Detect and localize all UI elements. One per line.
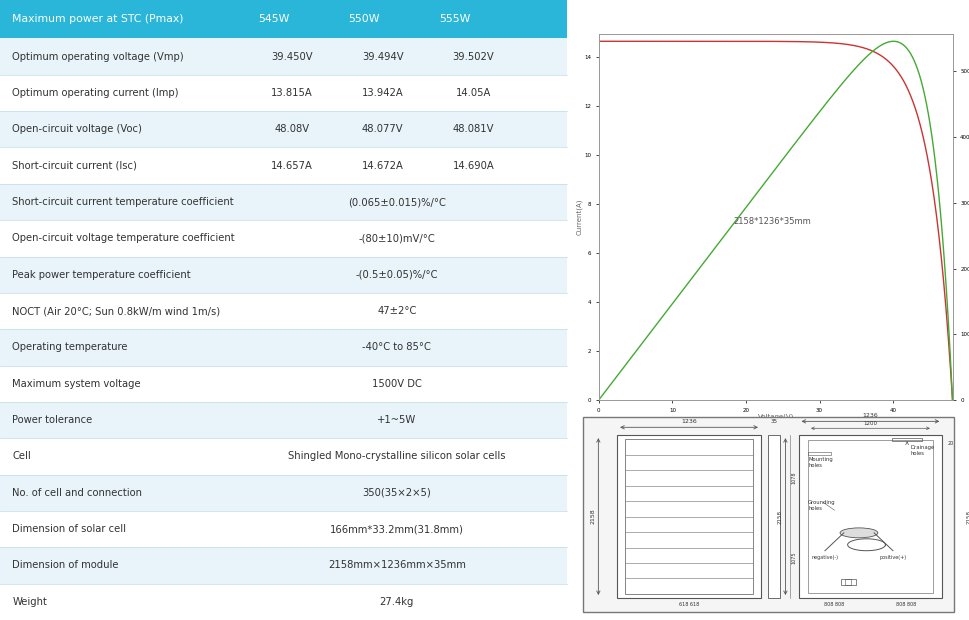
Text: Mounting
holes: Mounting holes [808,457,832,468]
Bar [0,257,567,293]
Text: (0.065±0.015)%/°C: (0.065±0.015)%/°C [348,197,446,207]
Text: 2158*1236*35mm: 2158*1236*35mm [734,218,811,226]
Bar [0,111,567,148]
Text: -(0.5±0.05)%/°C: -(0.5±0.05)%/°C [356,270,438,280]
Bar [0,148,567,184]
Text: Open-circuit voltage temperature coefficient: Open-circuit voltage temperature coeffic… [13,233,235,244]
Bar [0,547,567,583]
Text: 618 618: 618 618 [679,602,700,607]
Text: 39.450V: 39.450V [271,51,313,61]
Text: Drainage
holes: Drainage holes [911,445,935,456]
Text: Grounding
holes: Grounding holes [808,500,835,511]
Bar [617,435,761,598]
Text: 1236: 1236 [681,419,697,424]
Text: -40°C to 85°C: -40°C to 85°C [362,342,431,352]
Text: 47±2°C: 47±2°C [377,306,417,316]
Text: 14.05A: 14.05A [455,88,491,98]
Text: Cell: Cell [13,451,31,461]
Text: 48.077V: 48.077V [361,124,403,135]
Text: Peak power temperature coefficient: Peak power temperature coefficient [13,270,191,280]
Text: Maximum power at STC (Pmax): Maximum power at STC (Pmax) [13,14,184,24]
Text: 27.4kg: 27.4kg [380,597,414,607]
Bar [845,579,851,585]
Text: 1500V DC: 1500V DC [372,379,422,389]
Text: 14.672A: 14.672A [361,161,403,171]
Text: 48.08V: 48.08V [274,124,309,135]
Text: 545W: 545W [258,14,290,24]
Bar [808,452,830,455]
Text: Optimum operating current (Imp): Optimum operating current (Imp) [13,88,179,98]
Text: Open-circuit voltage (Voc): Open-circuit voltage (Voc) [13,124,142,135]
Bar [0,438,567,475]
Text: +1~5W: +1~5W [377,415,417,425]
Bar [0,402,567,438]
Ellipse shape [840,528,878,538]
Bar [892,438,922,441]
Bar [841,579,857,585]
Text: 2158mm×1236mm×35mm: 2158mm×1236mm×35mm [328,560,466,570]
Bar [0,475,567,511]
Bar [0,511,567,547]
Text: Short-circuit current (Isc): Short-circuit current (Isc) [13,161,138,171]
Text: Shingled Mono-crystalline silicon solar cells: Shingled Mono-crystalline silicon solar … [288,451,506,461]
Text: 1200: 1200 [863,422,878,427]
Text: 13.815A: 13.815A [271,88,313,98]
Text: 2158: 2158 [590,509,595,525]
Text: 35: 35 [770,419,777,424]
X-axis label: Voltage(V): Voltage(V) [758,414,794,420]
Text: 13.942A: 13.942A [361,88,403,98]
Text: Power tolerance: Power tolerance [13,415,93,425]
Bar [0,293,567,329]
Bar [0,366,567,402]
Text: Short-circuit current temperature coefficient: Short-circuit current temperature coeffi… [13,197,234,207]
Text: 808 808: 808 808 [896,602,917,607]
Bar [798,435,942,598]
Text: 1236: 1236 [862,414,878,418]
Text: 39.502V: 39.502V [453,51,494,61]
Bar [0,220,567,257]
Bar [0,0,567,38]
Text: 14.657A: 14.657A [271,161,313,171]
Y-axis label: Current(A): Current(A) [577,199,582,235]
Text: Optimum operating voltage (Vmp): Optimum operating voltage (Vmp) [13,51,184,61]
Text: negative(-): negative(-) [811,555,838,560]
Text: 166mm*33.2mm(31.8mm): 166mm*33.2mm(31.8mm) [329,524,464,534]
Text: 350(35×2×5): 350(35×2×5) [362,488,431,498]
Text: Maximum system voltage: Maximum system voltage [13,379,141,389]
Bar [625,439,753,594]
Bar [0,583,567,620]
Text: NOCT (Air 20°C; Sun 0.8kW/m wind 1m/s): NOCT (Air 20°C; Sun 0.8kW/m wind 1m/s) [13,306,221,316]
Text: 2158: 2158 [967,510,969,523]
Text: 2158: 2158 [777,510,782,523]
Bar [0,329,567,366]
Text: Weight: Weight [13,597,47,607]
Text: Dimension of module: Dimension of module [13,560,119,570]
Text: 1078: 1078 [792,471,797,484]
Bar [0,75,567,111]
Text: 1075: 1075 [792,551,797,564]
Text: 550W: 550W [349,14,380,24]
Text: 555W: 555W [439,14,471,24]
Text: 14.690A: 14.690A [453,161,494,171]
Bar [0,184,567,220]
Text: No. of cell and connection: No. of cell and connection [13,488,142,498]
Text: 808 808: 808 808 [825,602,845,607]
Bar [768,435,780,598]
Bar [0,38,567,75]
Bar [808,440,933,593]
Text: positive(+): positive(+) [880,555,907,560]
Text: 48.081V: 48.081V [453,124,494,135]
Text: Operating temperature: Operating temperature [13,342,128,352]
Text: Dimension of solar cell: Dimension of solar cell [13,524,127,534]
Text: -(80±10)mV/°C: -(80±10)mV/°C [359,233,435,244]
Text: 20: 20 [948,441,954,446]
Text: 39.494V: 39.494V [361,51,403,61]
